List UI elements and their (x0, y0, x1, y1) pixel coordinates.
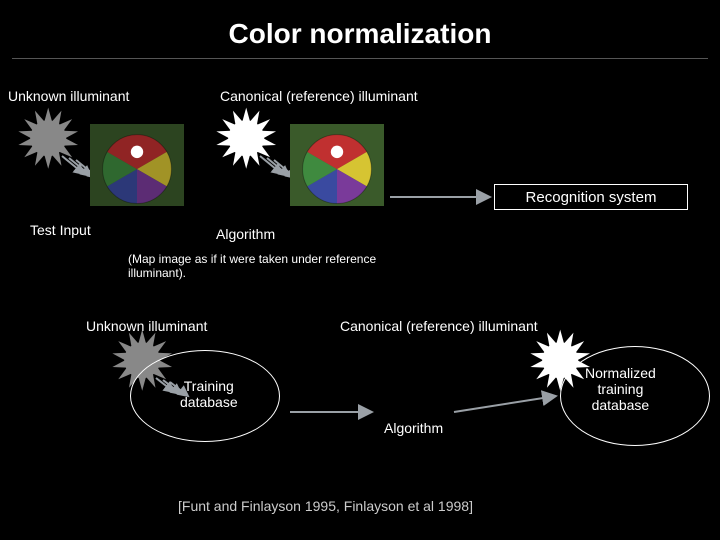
label-canonical-illuminant-top: Canonical (reference) illuminant (220, 88, 418, 104)
label-algorithm-top: Algorithm (216, 226, 275, 242)
beachball-unknown (90, 124, 184, 206)
training-db-line2: database (180, 394, 238, 410)
training-db-line1: Training (184, 378, 234, 394)
label-normalized-database: Normalized training database (585, 365, 656, 413)
label-canonical-illuminant-bottom: Canonical (reference) illuminant (340, 318, 538, 334)
norm-db-line1: Normalized (585, 365, 656, 381)
label-training-database: Training database (180, 378, 238, 410)
recognition-system-label: Recognition system (526, 189, 657, 206)
slide-title: Color normalization (0, 18, 720, 50)
arrow-to-recognition (382, 189, 498, 205)
title-rule (12, 58, 708, 59)
map-caption: (Map image as if it were taken under ref… (128, 252, 398, 280)
citation: [Funt and Finlayson 1995, Finlayson et a… (178, 498, 473, 514)
arrow-db-to-algorithm (282, 404, 380, 420)
recognition-system-box: Recognition system (494, 184, 688, 210)
arrow-algorithm-to-normdb (446, 388, 564, 420)
norm-db-line2: training (597, 381, 643, 397)
beachball-canonical (290, 124, 384, 206)
norm-db-line3: database (592, 397, 650, 413)
label-unknown-illuminant-top: Unknown illuminant (8, 88, 129, 104)
label-algorithm-bottom: Algorithm (384, 420, 443, 436)
label-test-input: Test Input (30, 222, 91, 238)
